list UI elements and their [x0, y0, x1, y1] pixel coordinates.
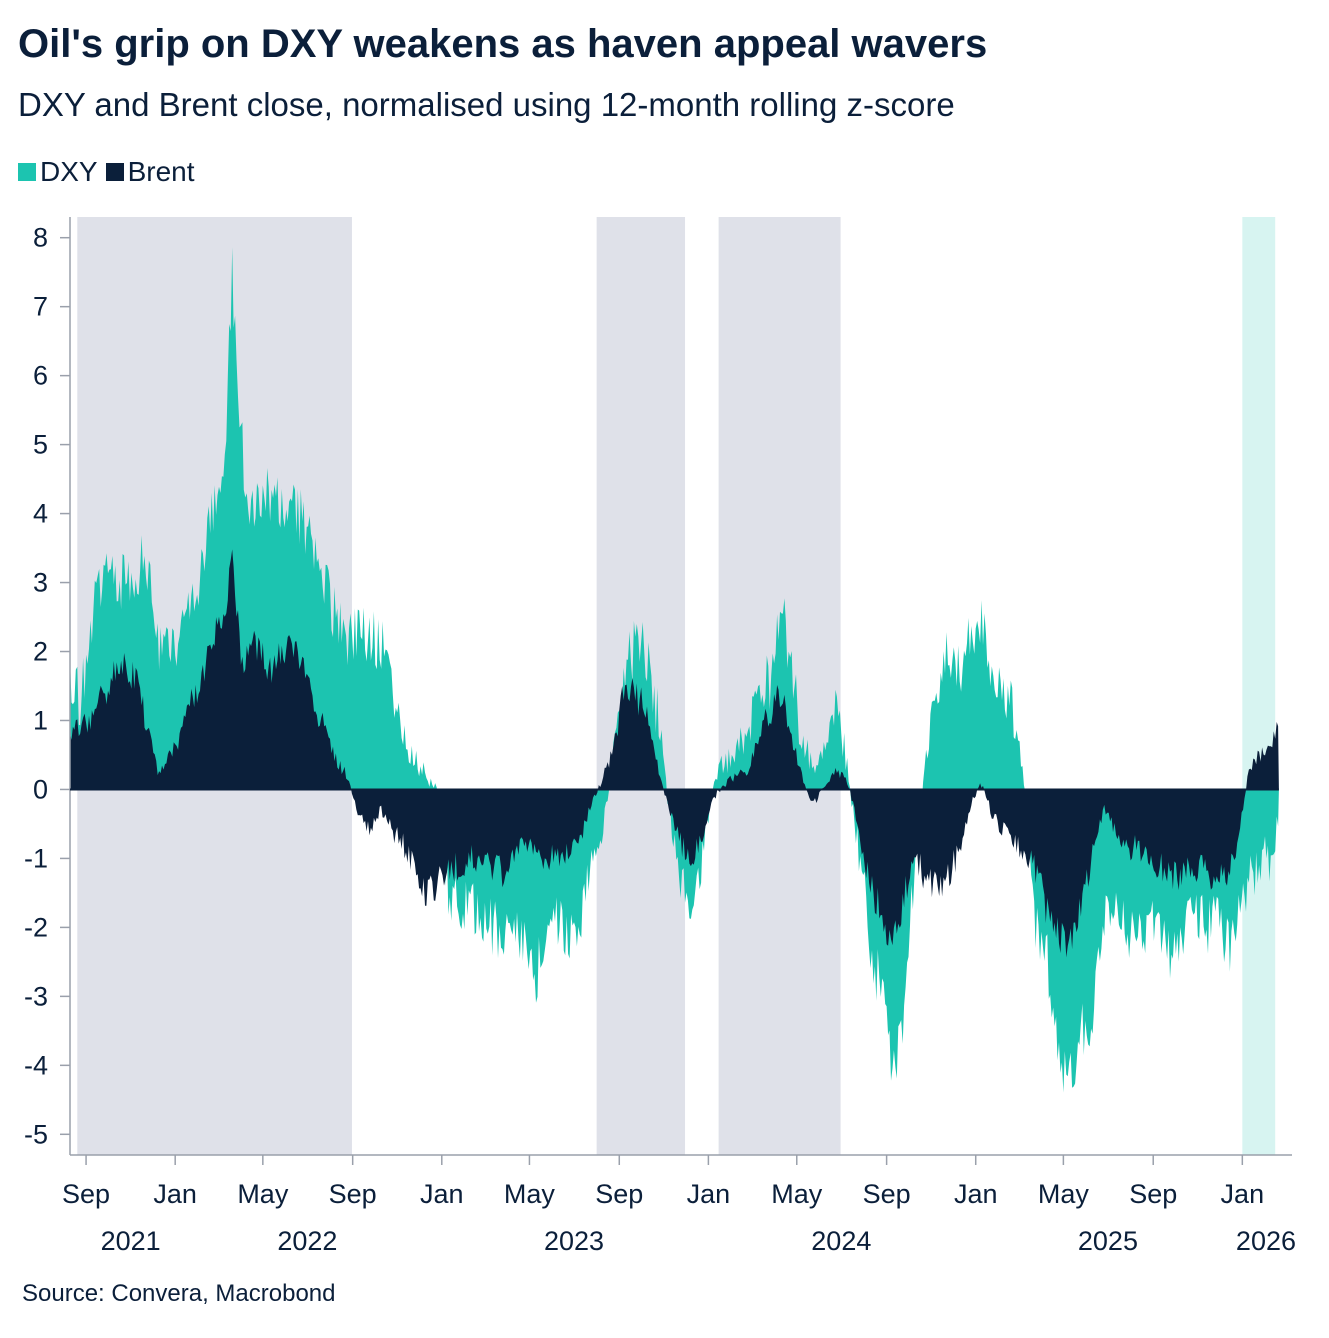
x-tick-label: May: [237, 1179, 289, 1209]
x-tick-label: Sep: [1129, 1179, 1177, 1209]
x-year-label: 2024: [811, 1226, 871, 1256]
x-tick-label: Jan: [420, 1179, 464, 1209]
chart-legend: DXY Brent: [18, 156, 203, 188]
legend-item-dxy: DXY: [18, 156, 98, 188]
x-year-label: 2022: [277, 1226, 337, 1256]
x-tick-label: Jan: [954, 1179, 998, 1209]
y-tick-label: -5: [24, 1119, 48, 1149]
x-year-label: 2025: [1078, 1226, 1138, 1256]
axes: 8 7 6 5 4 3 2 1 0 -1 -2 -3 -4 -5 Sep Jan May Sep Jan May Sep…: [24, 217, 1296, 1256]
chart-title: Oil's grip on DXY weakens as haven appea…: [18, 22, 988, 66]
y-tick-label: 4: [33, 499, 48, 529]
x-year-label: 2026: [1236, 1226, 1296, 1256]
legend-label-brent: Brent: [127, 156, 195, 187]
y-tick-label: -1: [24, 843, 48, 873]
x-tick-label: Jan: [1221, 1179, 1265, 1209]
legend-item-brent: Brent: [105, 156, 195, 188]
y-tick-label: -2: [24, 912, 48, 942]
y-tick-label: 2: [33, 637, 48, 667]
x-tick-label: May: [504, 1179, 556, 1209]
series-area-brent: [70, 549, 1279, 958]
x-tick-label: May: [771, 1179, 823, 1209]
source-note: Source: Convera, Macrobond: [22, 1280, 336, 1307]
y-tick-label: -3: [24, 981, 48, 1011]
y-tick-label: -4: [24, 1050, 48, 1080]
legend-swatch-brent: [105, 163, 124, 181]
x-year-label: 2021: [101, 1226, 161, 1256]
shaded-period-4: [1242, 217, 1276, 1155]
x-tick-label: Jan: [687, 1179, 731, 1209]
x-tick-label: Sep: [595, 1179, 643, 1209]
y-tick-label: 7: [33, 292, 48, 322]
x-tick-label: Sep: [62, 1179, 110, 1209]
y-tick-label: 5: [33, 430, 48, 460]
x-year-label: 2023: [544, 1226, 604, 1256]
chart-subtitle: DXY and Brent close, normalised using 12…: [18, 86, 955, 123]
y-tick-label: 3: [33, 568, 48, 598]
y-tick-label: 1: [33, 705, 48, 735]
x-tick-label: Sep: [329, 1179, 377, 1209]
x-tick-label: Sep: [863, 1179, 911, 1209]
series-area-dxy: [70, 247, 1279, 1093]
y-tick-label: 6: [33, 361, 48, 391]
x-tick-label: Jan: [153, 1179, 197, 1209]
legend-label-dxy: DXY: [40, 156, 98, 187]
series-areas: [70, 247, 1279, 1093]
legend-swatch-dxy: [18, 163, 36, 181]
x-tick-label: May: [1038, 1179, 1090, 1209]
y-tick-label: 0: [33, 774, 48, 804]
y-tick-label: 8: [33, 223, 48, 253]
